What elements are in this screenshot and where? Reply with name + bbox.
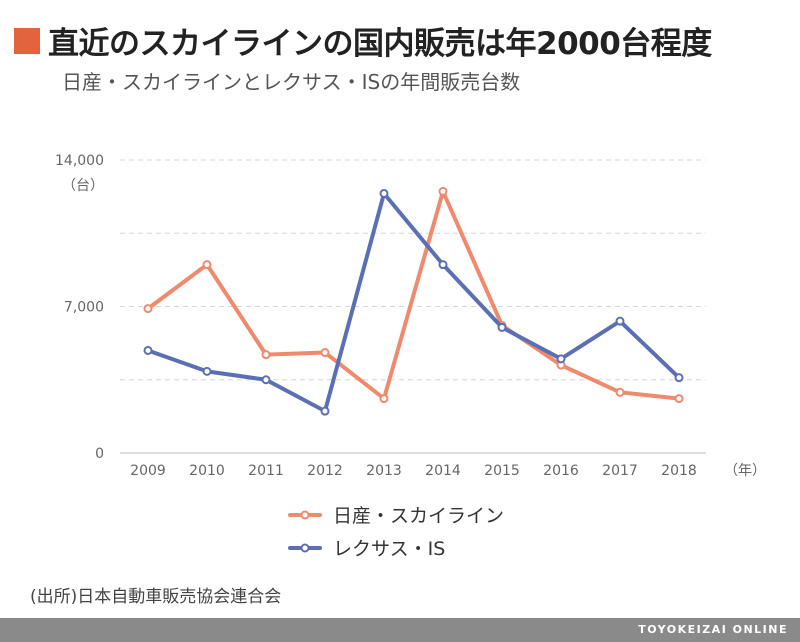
- data-point: [379, 188, 389, 198]
- data-point: [143, 304, 153, 314]
- data-point: [556, 354, 566, 364]
- y-tick-label: 7,000: [64, 300, 104, 316]
- x-tick-label: 2009: [130, 463, 166, 479]
- legend-item: 日産・スカイライン: [288, 505, 504, 527]
- data-point: [615, 316, 625, 326]
- x-tick-label: 2010: [189, 463, 225, 479]
- footer-brand: TOYOKEIZAI ONLINE: [638, 623, 788, 636]
- data-point: [202, 260, 212, 270]
- data-point: [379, 394, 389, 404]
- data-point: [615, 387, 625, 397]
- title-accent-square: [14, 27, 40, 54]
- data-point: [320, 406, 330, 416]
- series-line: [146, 189, 681, 401]
- x-axis-unit-label: （年）: [724, 463, 766, 479]
- x-tick-label: 2016: [543, 463, 579, 479]
- x-tick-label: 2014: [425, 463, 461, 479]
- data-point: [261, 375, 271, 385]
- data-point: [674, 394, 684, 404]
- title-row: 直近のスカイラインの国内販売は年2000台程度: [14, 18, 712, 63]
- legend-marker: [300, 510, 310, 520]
- footer-bar: TOYOKEIZAI ONLINE: [0, 618, 800, 642]
- data-point: [674, 373, 684, 383]
- legend-marker: [300, 543, 310, 553]
- series-lexus-is: [143, 188, 684, 416]
- legend-label: 日産・スカイライン: [333, 505, 504, 527]
- data-point: [497, 322, 507, 332]
- data-point: [143, 345, 153, 355]
- data-point: [438, 260, 448, 270]
- y-axis-unit-label: （台）: [62, 178, 104, 194]
- chart-subtitle: 日産・スカイラインとレクサス・ISの年間販売台数: [62, 70, 521, 94]
- data-point: [320, 348, 330, 358]
- series-skyline: [143, 186, 684, 404]
- x-tick-label: 2018: [661, 463, 697, 479]
- x-tick-label: 2013: [366, 463, 402, 479]
- x-tick-label: 2017: [602, 463, 638, 479]
- series-line: [146, 191, 681, 414]
- data-point: [438, 186, 448, 196]
- line-chart: 0 7,000 14,000 （台） 2009 2010 2011 2012 2013 2014…: [55, 153, 766, 560]
- data-point: [261, 350, 271, 360]
- y-tick-label: 0: [95, 446, 104, 462]
- source-note: (出所)日本自動車販売協会連合会: [30, 587, 282, 607]
- x-tick-label: 2015: [484, 463, 520, 479]
- x-tick-label: 2011: [248, 463, 284, 479]
- y-tick-label: 14,000: [55, 153, 104, 169]
- data-point: [202, 366, 212, 376]
- x-tick-label: 2012: [307, 463, 343, 479]
- legend-item: レクサス・IS: [288, 538, 445, 560]
- chart-title: 直近のスカイラインの国内販売は年2000台程度: [48, 26, 712, 62]
- legend-label: レクサス・IS: [333, 538, 445, 560]
